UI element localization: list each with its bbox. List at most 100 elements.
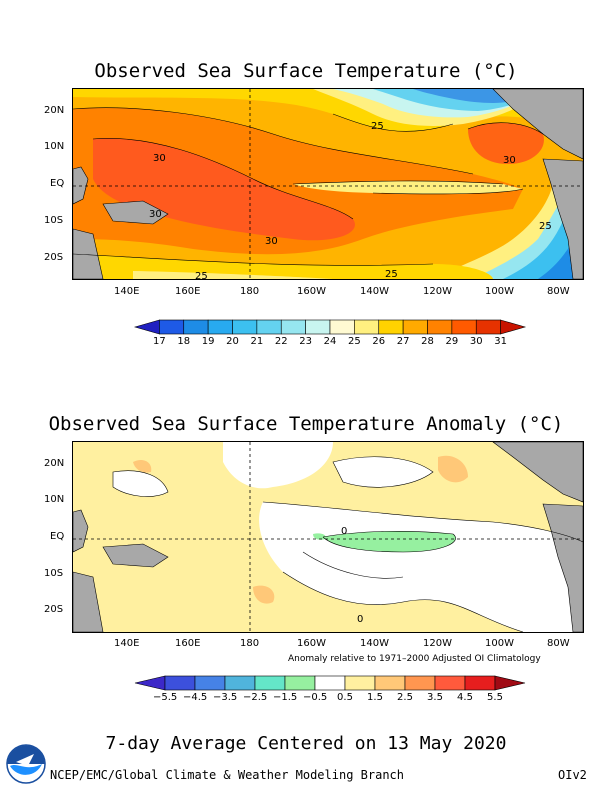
lon-label: 120W [423,638,452,649]
colorbar-cell [404,675,436,691]
lon-label: 140W [360,286,389,297]
colorbar-tick-label: −2.5 [243,692,268,703]
anomaly-title: Observed Sea Surface Temperature Anomaly… [48,413,564,435]
lon-label: 120W [423,286,452,297]
anomaly-map-svg: 0 0 [73,442,583,632]
colorbar-tick-label: 27 [396,336,410,347]
land-australia [73,571,104,632]
contour-label: 25 [539,221,552,232]
lon-label: 160E [175,286,201,297]
land-australia [73,228,104,279]
lat-label: 10S [44,215,64,226]
lon-label: 180 [240,638,260,649]
sst-south-band-25 [133,271,333,279]
colorbar-cell [183,319,209,335]
colorbar-cell [475,319,501,335]
colorbar-tick-label: 21 [250,336,264,347]
anom-cool-patch [313,533,326,540]
version-label: OIv2 [558,768,587,782]
sst-contours [73,107,544,266]
anomaly-map: 0 0 [72,441,584,633]
colorbar-cell [256,319,282,335]
colorbar-tick-label: 5.5 [487,692,503,703]
colorbar-cell [134,675,166,691]
lon-label: 160W [297,286,326,297]
land-new-guinea [102,200,169,225]
colorbar-cell [224,675,256,691]
land-south-america [542,503,583,632]
colorbar-tick-label: 19 [201,336,215,347]
lon-label: 140E [114,286,140,297]
period-caption: 7-day Average Centered on 13 May 2020 [105,733,507,754]
anom-neutral-north [223,442,333,489]
anom-neutral-blob [333,456,433,488]
lon-label: 140E [114,638,140,649]
contour-label: 0 [357,614,363,625]
colorbar-tick-label: 25 [348,336,361,347]
anom-warm-patch [438,455,468,483]
colorbar-tick-label: 18 [177,336,191,347]
sst-east-warm-pool [468,122,544,164]
sst-title: Observed Sea Surface Temperature (°C) [94,60,518,82]
colorbar-tick-label: 29 [445,336,459,347]
anom-neutral-west [113,470,168,497]
colorbar-cell [164,675,196,691]
colorbar-cell [280,319,306,335]
lat-label: EQ [50,178,65,189]
colorbar-tick-label: 20 [226,336,239,347]
colorbar-cell [207,319,233,335]
anomaly-colorbar-cells [134,675,526,691]
colorbar-cell [500,319,527,335]
land-south-america [542,158,583,279]
anom-cool-equator [323,531,456,552]
colorbar-tick-label: 1.5 [367,692,383,703]
lat-label: EQ [50,531,65,542]
contour-label: 25 [195,271,208,279]
colorbar-cell [434,675,466,691]
colorbar-cell [314,675,346,691]
colorbar-tick-label: 4.5 [457,692,473,703]
contour-label: 25 [371,121,384,132]
lon-label: 80W [547,286,570,297]
land-philippines-borneo [73,509,89,553]
colorbar-cell [494,675,526,691]
lon-label: 100W [485,638,514,649]
colorbar-cell [159,319,185,335]
credit-line: NCEP/EMC/Global Climate & Weather Modeli… [50,768,405,782]
colorbar-cell [254,675,286,691]
colorbar-cell [232,319,258,335]
noaa-logo-icon [6,744,46,784]
colorbar-cell [344,675,376,691]
land-north-america [492,442,583,503]
colorbar-cell [451,319,477,335]
colorbar-tick-label: 31 [494,336,507,347]
colorbar-cell [374,675,406,691]
contour-label: 25 [385,269,398,279]
colorbar-tick-label: 23 [299,336,312,347]
contour-label: 30 [153,153,166,164]
contour-label: 0 [341,526,347,537]
lat-label: 10S [44,568,64,579]
sst-cold-tongue [293,180,523,194]
lon-label: 160E [175,638,201,649]
lat-label: 10N [44,141,65,152]
contour-label: 30 [265,236,278,247]
sst-colorbar-cells [133,319,527,335]
anom-warm-patch [253,585,275,604]
colorbar-tick-label: 26 [372,336,386,347]
lat-label: 20N [44,105,65,116]
lat-label: 10N [44,494,65,505]
colorbar-cell [194,675,226,691]
colorbar-tick-label: 22 [274,336,288,347]
colorbar-tick-label: −5.5 [153,692,178,703]
colorbar-tick-label: 24 [323,336,337,347]
anom-warm-patch [133,460,152,473]
colorbar-cell [329,319,355,335]
colorbar-cell [284,675,316,691]
lon-label: 100W [485,286,514,297]
sst-map: 25 30 30 30 30 25 25 25 [72,88,584,280]
colorbar-cell [305,319,331,335]
colorbar-tick-label: 28 [421,336,434,347]
lat-label: 20N [44,458,65,469]
lat-label: 20S [44,252,64,263]
